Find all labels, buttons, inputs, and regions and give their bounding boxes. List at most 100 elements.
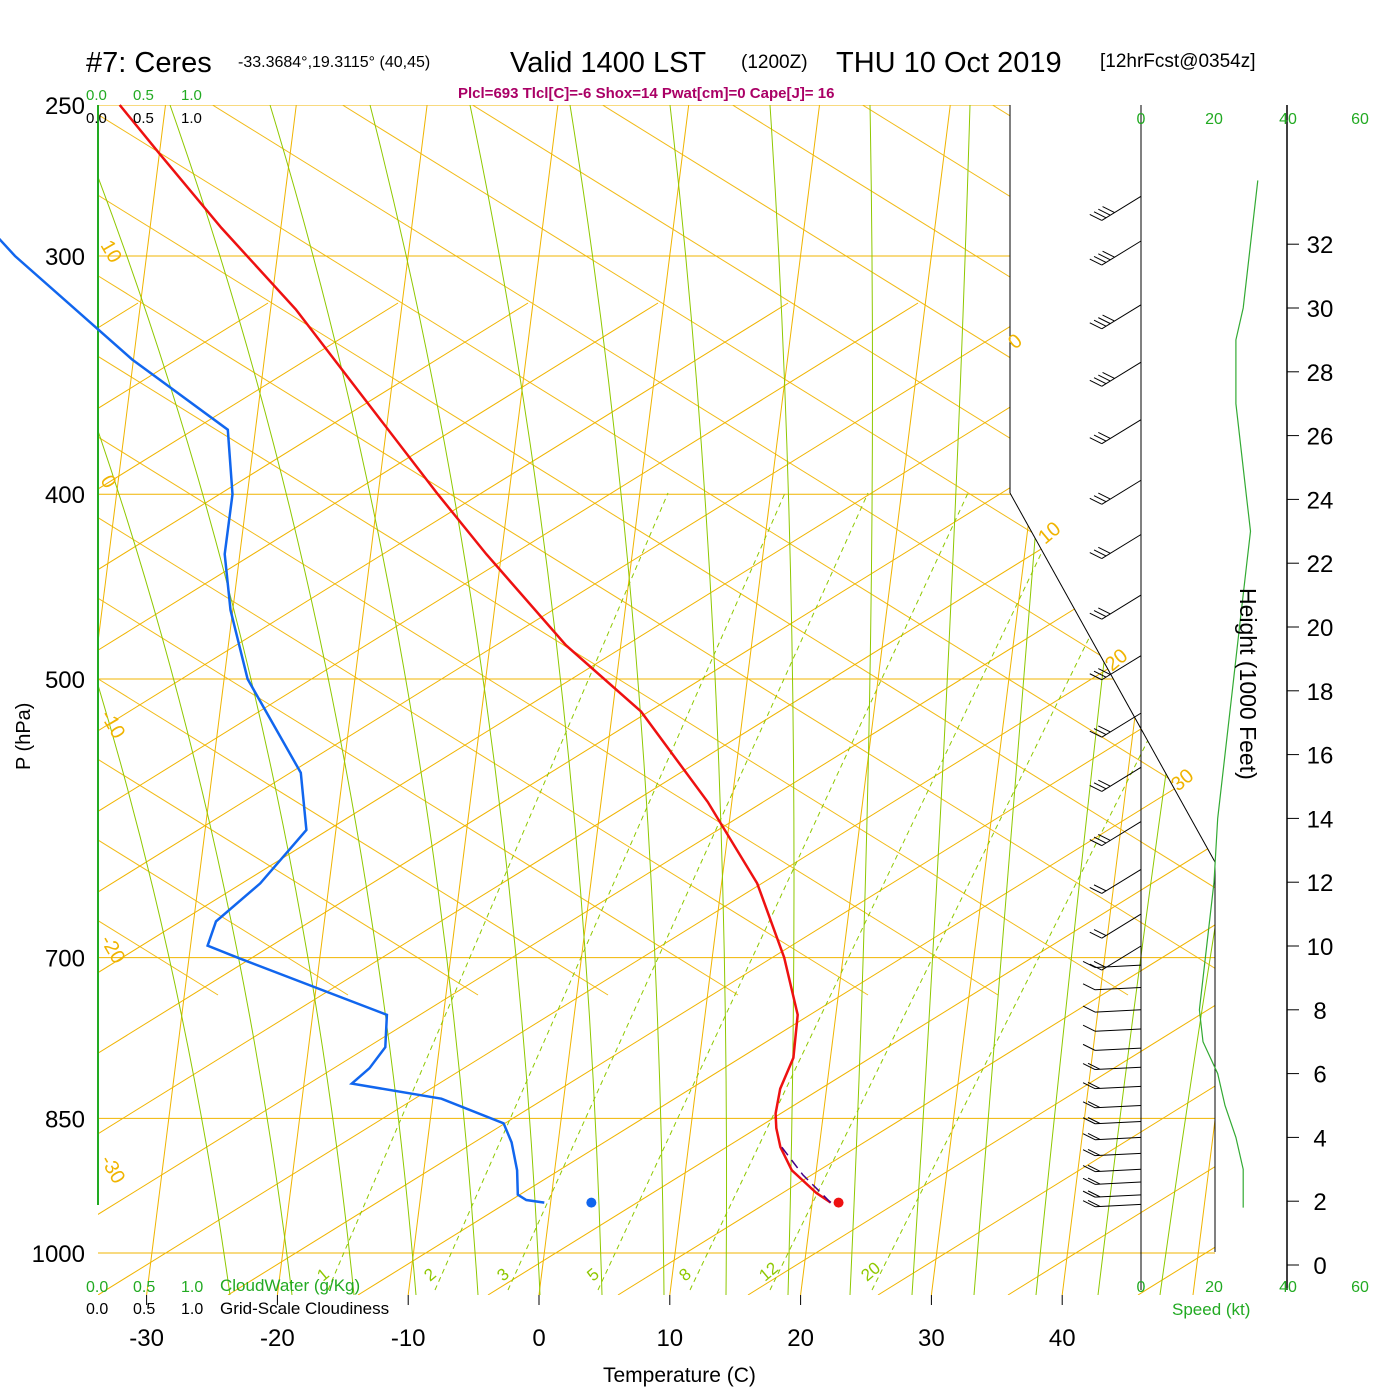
wind-barb-staff bbox=[1101, 534, 1142, 559]
mixing-ratio-line bbox=[434, 492, 786, 1291]
moist-adiabat-line bbox=[1159, 105, 1215, 1295]
wind-barb-flag bbox=[1082, 983, 1096, 991]
wind-barb-flag bbox=[1093, 319, 1107, 327]
dry-adiabat-line bbox=[1007, 302, 1215, 1295]
valid-date: THU 10 Oct 2019 bbox=[836, 47, 1062, 79]
pressure-axis: 250 300 400 500 700 850 1000 bbox=[32, 93, 85, 1268]
plot-frame bbox=[97, 105, 1288, 1290]
wind-barb-flag bbox=[1082, 1024, 1096, 1032]
dry-adiabat-line bbox=[98, 302, 1049, 1295]
wind-barb bbox=[1089, 479, 1142, 505]
height-tick-label: 4 bbox=[1313, 1125, 1326, 1152]
dry-adiabat-line bbox=[1268, 303, 1400, 1295]
cloudiness-scale-bottom-1: 0.5 bbox=[133, 1301, 155, 1318]
dry-adiabat-line bbox=[98, 105, 1129, 996]
forecast-label: [12hrFcst@0354z] bbox=[1100, 51, 1256, 72]
dry-adiabat-line bbox=[697, 105, 1215, 996]
wind-barb bbox=[1082, 1005, 1142, 1013]
wind-barbs bbox=[1082, 195, 1142, 1208]
wind-barb-flag bbox=[1098, 546, 1111, 554]
wind-barb-flag bbox=[1093, 884, 1107, 892]
dry-adiabat-line bbox=[227, 302, 1215, 1295]
wind-barb-staff bbox=[1101, 594, 1142, 620]
isotherm-lines bbox=[98, 105, 1400, 1295]
valid-zulu: (1200Z) bbox=[741, 52, 808, 73]
moist-adiabat-line bbox=[98, 105, 355, 1295]
wind-barb-flag bbox=[1089, 887, 1103, 894]
dry-adiabat-line bbox=[98, 105, 1215, 996]
wind-barb-flag bbox=[1093, 929, 1107, 936]
dry-adiabat-line bbox=[617, 302, 1215, 1295]
wind-barb-flag bbox=[1093, 434, 1107, 442]
surface-dewpoint-marker bbox=[586, 1197, 597, 1208]
height-tick-label: 18 bbox=[1307, 679, 1334, 706]
dry-adiabat-line bbox=[98, 302, 789, 1295]
dry-adiabat-line bbox=[98, 302, 659, 1295]
dry-adiabat-line bbox=[98, 302, 399, 1295]
height-tick-label: 20 bbox=[1307, 615, 1334, 642]
wind-barb bbox=[1089, 913, 1142, 939]
height-tick-label: 10 bbox=[1307, 934, 1334, 961]
wind-barb bbox=[1082, 1199, 1142, 1208]
wind-barb-flag bbox=[1098, 317, 1111, 325]
wind-barb-flag bbox=[1098, 668, 1111, 675]
wind-barb-flag bbox=[1089, 322, 1103, 330]
wind-barb-flag bbox=[1087, 1101, 1101, 1108]
sounding-profiles bbox=[0, 104, 844, 1208]
cloud-scale-bottom-2: 1.0 bbox=[181, 1279, 203, 1296]
height-tick-label: 2 bbox=[1313, 1189, 1326, 1216]
surface-temperature-marker bbox=[833, 1197, 844, 1208]
wind-barb-flag bbox=[1089, 258, 1103, 266]
wind-barb-flag bbox=[1098, 374, 1111, 382]
wind-barb-flag bbox=[1089, 213, 1103, 221]
wind-barb-flag bbox=[1098, 253, 1111, 261]
temperature-axis: -30 -20 -10 0 10 20 30 40 bbox=[129, 1295, 1076, 1352]
temperature-tick-label: -20 bbox=[260, 1325, 295, 1352]
cloudiness-label: Grid-Scale Cloudiness bbox=[220, 1299, 389, 1318]
mixing-ratio-line bbox=[689, 492, 1071, 1291]
wind-barb bbox=[1082, 1081, 1142, 1090]
wind-barb-staff bbox=[1095, 1085, 1142, 1090]
mixing-ratio-line bbox=[507, 492, 869, 1291]
wind-barb-flag bbox=[1089, 730, 1103, 738]
cloud-scale-bottom-1: 0.5 bbox=[133, 1279, 155, 1296]
isotherm-line bbox=[1061, 105, 1213, 1295]
dry-adiabat-line bbox=[98, 105, 999, 996]
wind-barb-staff bbox=[1095, 1152, 1142, 1157]
moist-adiabat-line bbox=[849, 105, 873, 1295]
temperature-tick-label: 0 bbox=[532, 1325, 545, 1352]
isotherm-line bbox=[669, 105, 820, 1295]
wind-barb-flag bbox=[1089, 673, 1103, 681]
wind-barb-flag bbox=[1082, 1063, 1096, 1070]
wind-barb bbox=[1082, 1062, 1142, 1071]
isotherm-line bbox=[538, 105, 690, 1295]
wind-barb bbox=[1082, 1024, 1142, 1032]
temperature-line bbox=[118, 104, 832, 1204]
speed-label: Speed (kt) bbox=[1172, 1300, 1250, 1319]
mixing-ratio-labels: 1 2 3 5 8 12 20 bbox=[313, 1258, 884, 1285]
dry-adiabat-line bbox=[567, 105, 1215, 996]
wind-barb bbox=[1089, 712, 1142, 738]
wind-barb-flag bbox=[1093, 211, 1107, 219]
wind-barb-flag bbox=[1087, 1062, 1101, 1070]
height-tick-label: 0 bbox=[1313, 1253, 1326, 1280]
height-tick-label: 12 bbox=[1307, 870, 1334, 897]
dry-adiabat-line bbox=[957, 105, 1215, 996]
wind-barb-flag bbox=[1093, 377, 1107, 385]
wind-barb bbox=[1089, 419, 1142, 445]
cloudiness-scale-top-1: 0.5 bbox=[133, 110, 154, 127]
wind-barb bbox=[1082, 1117, 1142, 1125]
wind-speed-tick-bottom: 40 bbox=[1279, 1279, 1297, 1296]
moist-adiabat-line bbox=[669, 105, 728, 1295]
cloud-scale-top-2: 1.0 bbox=[181, 87, 202, 104]
dry-adiabat-line bbox=[98, 302, 1215, 1295]
pressure-axis-title: P (hPa) bbox=[13, 703, 35, 770]
wind-barb-flag bbox=[1102, 206, 1115, 214]
pressure-tick-label: 400 bbox=[45, 482, 85, 509]
wind-barb-staff bbox=[1095, 986, 1142, 991]
wind-barb-flag bbox=[1102, 314, 1115, 322]
wind-barb-flag bbox=[1089, 931, 1103, 939]
wind-barb-flag bbox=[1098, 779, 1111, 787]
